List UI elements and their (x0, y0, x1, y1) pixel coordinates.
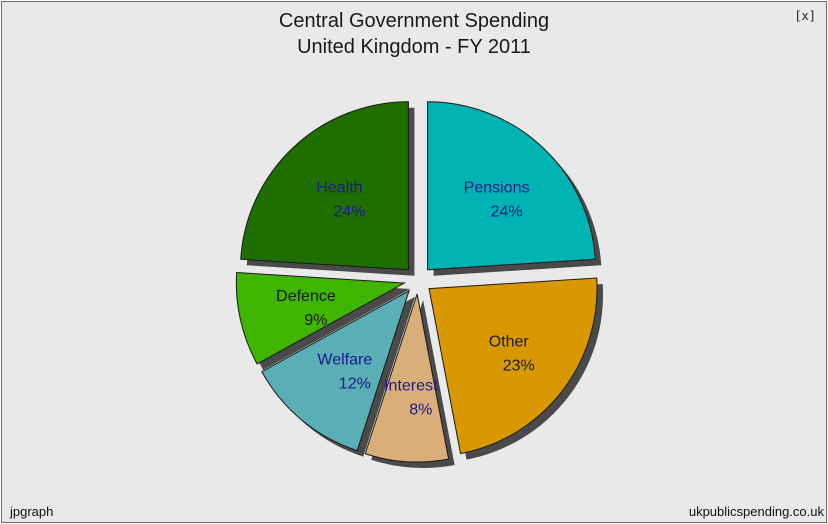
slice-percent-other: 23% (503, 357, 535, 374)
slice-label-other: Other (489, 333, 530, 350)
slice-percent-defence: 9% (304, 312, 327, 329)
pie-slice-pensions (427, 101, 596, 271)
chart-title-block: Central Government Spending United Kingd… (0, 8, 828, 60)
slice-label-welfare: Welfare (317, 351, 372, 368)
slice-percent-interest: 8% (409, 402, 432, 419)
footer-credit-left: jpgraph (10, 504, 54, 519)
slice-percent-pensions: 24% (491, 203, 523, 220)
close-button[interactable]: [x] (794, 9, 816, 23)
footer-credit-right: ukpublicspending.co.uk (688, 504, 824, 519)
pie-slice-defence (235, 271, 407, 365)
pie-slice-welfare (261, 289, 410, 452)
pie-slice-health (240, 101, 409, 271)
slice-label-health: Health (316, 179, 362, 196)
slice-percent-health: 24% (333, 203, 365, 220)
pie-slice-interest (364, 293, 450, 463)
pie-slice-other (428, 277, 598, 455)
slice-label-pensions: Pensions (464, 179, 530, 196)
slice-label-defence: Defence (276, 288, 336, 305)
slice-label-interest: Interest (384, 378, 438, 395)
slice-percent-welfare: 12% (339, 375, 371, 392)
chart-subtitle: United Kingdom - FY 2011 (297, 36, 531, 58)
chart-title: Central Government Spending (278, 10, 550, 32)
